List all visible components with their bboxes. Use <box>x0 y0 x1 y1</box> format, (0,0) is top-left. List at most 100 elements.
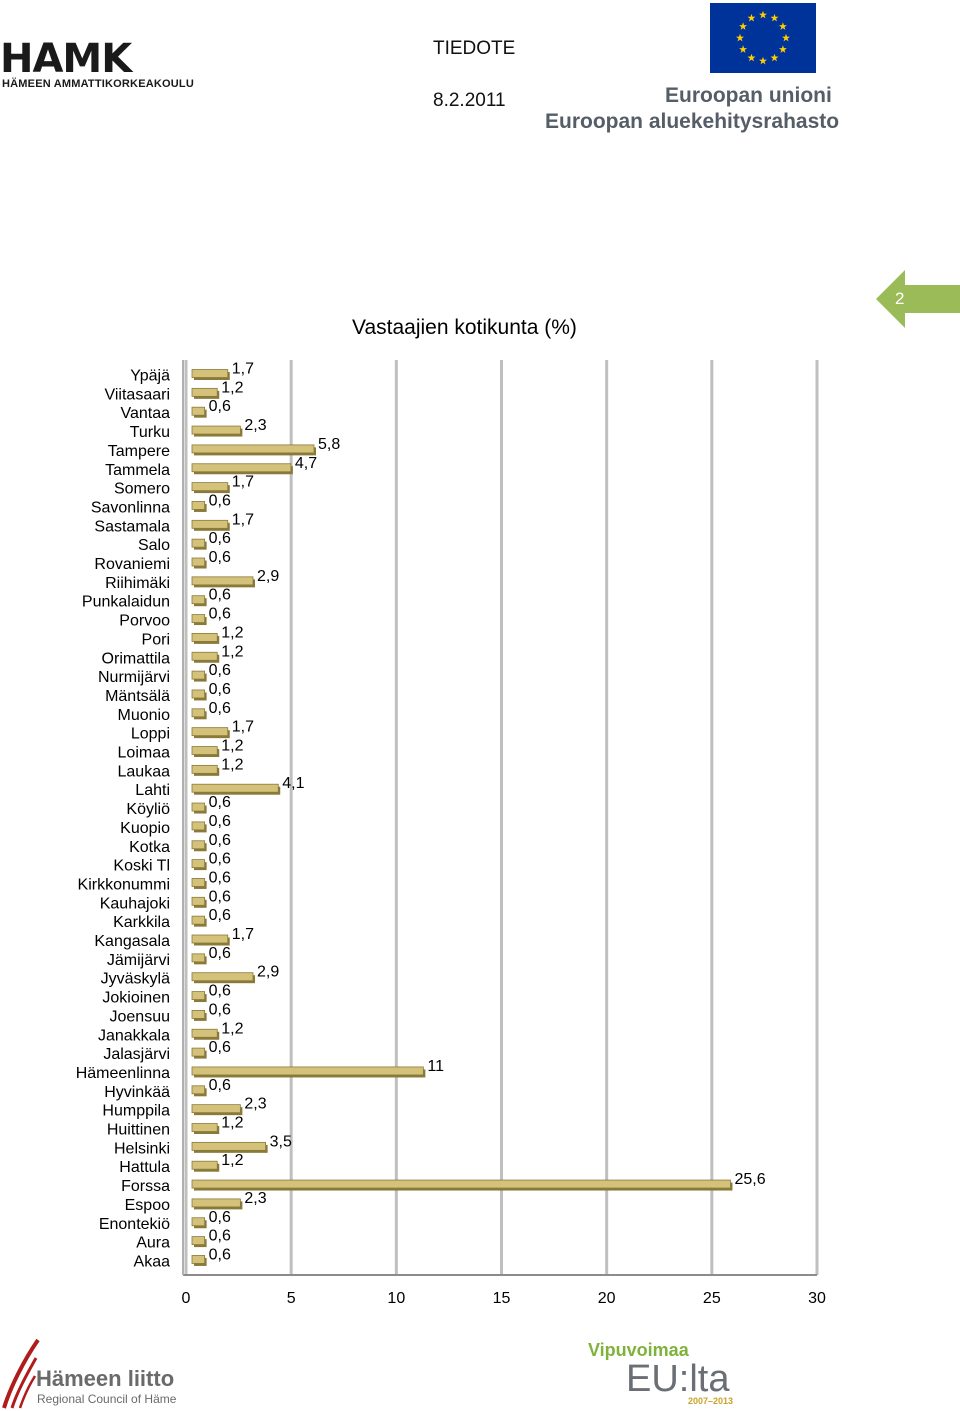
eu-flag-stars <box>736 10 790 65</box>
bar <box>191 614 206 623</box>
data-label: 0,6 <box>209 662 231 679</box>
category-label: Laukaa <box>118 763 171 780</box>
hamk-logo: HAMK HÄMEEN AMMATTIKORKEAKOULU <box>0 36 200 92</box>
bar <box>191 1141 267 1151</box>
eu-star-icon <box>782 33 790 42</box>
data-label: 2,3 <box>244 417 266 434</box>
hamk-logo-subtitle: HÄMEEN AMMATTIKORKEAKOULU <box>2 78 194 90</box>
category-label: Humppila <box>102 1103 170 1120</box>
data-label: 0,6 <box>209 869 231 886</box>
category-label: Punkalaidun <box>82 594 170 611</box>
category-label: Savonlinna <box>91 499 170 516</box>
data-label: 1,2 <box>221 1152 243 1169</box>
bar <box>191 1047 206 1057</box>
category-label: Tammela <box>105 462 170 479</box>
page-number: 2 <box>895 289 905 308</box>
x-tick-label: 5 <box>287 1290 296 1307</box>
eu-star-icon <box>736 33 744 42</box>
chart-title: Vastaajien kotikunta (%) <box>352 316 577 339</box>
bar <box>191 746 218 755</box>
vipuvoimaa-logo-line2: EU:lta <box>626 1358 730 1400</box>
bar <box>191 896 206 906</box>
data-label: 0,6 <box>209 1039 231 1056</box>
vipuvoimaa-logo-period: 2007–2013 <box>688 1396 734 1406</box>
category-label: Jämijärvi <box>107 952 170 969</box>
bar <box>191 444 315 454</box>
data-label: 0,6 <box>209 549 231 566</box>
eu-star-icon <box>778 22 787 30</box>
bar <box>191 840 206 850</box>
data-label: 4,1 <box>282 775 304 792</box>
bar <box>191 1217 206 1227</box>
vipuvoimaa-logo-line1: Vipuvoimaa <box>588 1340 689 1360</box>
category-label: Loppi <box>131 726 170 743</box>
category-label: Janakkala <box>98 1027 170 1044</box>
category-label: Pori <box>142 631 170 648</box>
category-label: Riihimäki <box>105 575 170 592</box>
category-label: Espoo <box>125 1197 170 1214</box>
page-number-arrow-icon <box>876 270 960 328</box>
bar <box>191 632 218 642</box>
document-type: TIEDOTE <box>433 38 516 59</box>
eu-star-icon <box>747 13 756 22</box>
data-label: 2,9 <box>257 964 279 981</box>
bar <box>191 972 254 982</box>
data-label: 0,6 <box>209 907 231 924</box>
bar <box>191 501 206 510</box>
category-label: Porvoo <box>119 613 170 630</box>
data-label: 0,6 <box>209 832 231 849</box>
bar <box>191 1236 206 1245</box>
category-label: Aura <box>136 1235 170 1252</box>
bar <box>191 1010 206 1019</box>
category-label: Jokioinen <box>102 990 170 1007</box>
category-label: Tampere <box>108 443 170 460</box>
data-label: 3,5 <box>270 1133 292 1150</box>
data-label: 0,6 <box>209 1246 231 1263</box>
category-label: Hämeenlinna <box>76 1065 170 1082</box>
eu-star-icon <box>770 13 779 22</box>
data-label: 2,3 <box>244 1190 266 1207</box>
data-label: 0,6 <box>209 1001 231 1018</box>
bar <box>191 519 229 529</box>
category-label: Salo <box>138 537 170 554</box>
x-tick-label: 30 <box>808 1290 826 1307</box>
data-label: 2,3 <box>244 1096 266 1113</box>
bar <box>191 821 206 831</box>
eu-star-icon <box>759 10 767 19</box>
data-label: 2,9 <box>257 568 279 585</box>
category-label: Akaa <box>134 1253 171 1270</box>
data-label: 0,6 <box>209 851 231 868</box>
hamk-logo-wordmark: HAMK <box>0 36 132 82</box>
data-label: 0,6 <box>209 983 231 1000</box>
data-label: 1,2 <box>221 756 243 773</box>
data-label: 1,7 <box>232 719 254 736</box>
data-label: 0,6 <box>209 1228 231 1245</box>
bar <box>191 406 206 416</box>
bar <box>191 859 206 869</box>
data-label: 1,2 <box>221 1115 243 1132</box>
category-label: Jyväskylä <box>101 971 170 988</box>
data-label: 1,2 <box>221 379 243 396</box>
category-label: Ypäjä <box>130 368 170 385</box>
x-tick-label: 0 <box>182 1290 191 1307</box>
category-label: Orimattila <box>102 650 171 667</box>
category-label: Hyvinkää <box>104 1084 170 1101</box>
bar <box>191 482 229 492</box>
data-label: 1,7 <box>232 926 254 943</box>
category-label: Viitasaari <box>104 386 170 403</box>
eu-star-icon <box>739 22 748 30</box>
document-date: 8.2.2011 <box>433 90 506 111</box>
data-label: 4,7 <box>295 455 317 472</box>
bar <box>191 651 218 661</box>
category-label: Loimaa <box>118 745 171 762</box>
data-label: 0,6 <box>209 606 231 623</box>
category-label: Sastamala <box>94 518 170 535</box>
data-label: 5,8 <box>318 436 340 453</box>
data-label: 0,6 <box>209 700 231 717</box>
bar <box>191 991 206 1000</box>
eu-star-icon <box>778 45 787 53</box>
bar <box>191 783 279 793</box>
x-tick-label: 10 <box>387 1290 405 1307</box>
eu-star-icon <box>747 53 756 62</box>
category-label: Kauhajoki <box>100 895 170 912</box>
